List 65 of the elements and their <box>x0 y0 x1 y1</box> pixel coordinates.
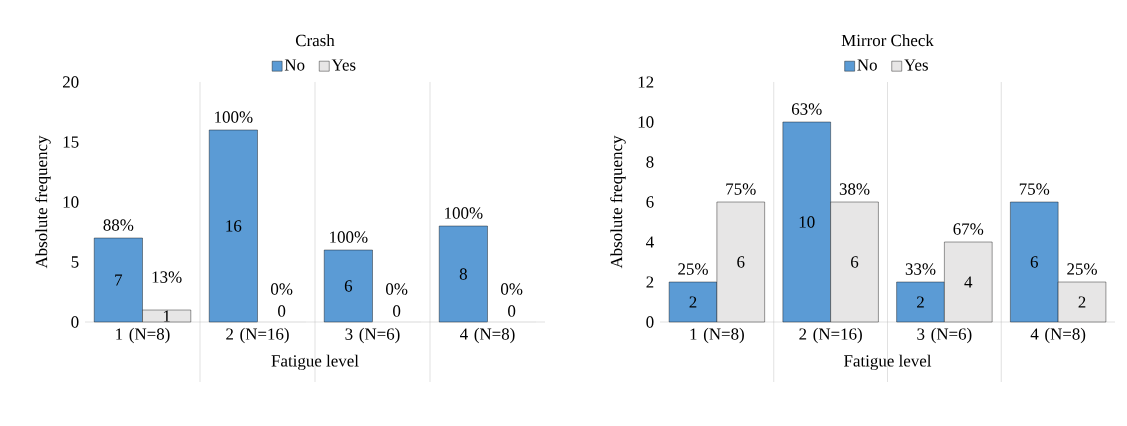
legend-label: No <box>857 59 877 71</box>
annotation: 67% <box>953 223 984 235</box>
data-label: 0 <box>278 305 286 317</box>
y-tick-label: 4 <box>646 236 654 248</box>
y-tick-label: 5 <box>71 256 79 268</box>
y-tick-label: 0 <box>646 316 654 328</box>
bar <box>324 249 373 323</box>
y-tick-label: 2 <box>646 276 654 288</box>
chart-title: Crash <box>295 34 335 47</box>
x-tick-label: 4 (N=8) <box>1030 327 1086 344</box>
annotation: 100% <box>445 207 483 219</box>
y-tick-label: 6 <box>646 196 654 208</box>
x-tick-label: 3 (N=6) <box>917 327 972 344</box>
annotation: 13% <box>152 271 182 283</box>
x-tick-label: 1 (N=8) <box>116 327 170 344</box>
x-axis-title: Fatigue level <box>844 354 932 371</box>
data-label: 16 <box>226 220 242 232</box>
annotation: 63% <box>791 103 822 115</box>
y-axis-title: Absolute frequency <box>610 135 626 269</box>
data-label: 6 <box>851 256 859 268</box>
y-tick-label: 12 <box>638 76 654 88</box>
data-label: 2 <box>917 296 924 308</box>
x-axis-title: Fatigue level <box>271 354 359 371</box>
annotation: 33% <box>905 263 936 275</box>
annotation: 88% <box>103 219 134 231</box>
annotation: 0% <box>501 283 523 295</box>
legend-label: Yes <box>904 59 928 71</box>
annotation: 75% <box>726 183 756 195</box>
x-tick-label: 2 (N=16) <box>226 327 289 344</box>
data-label: 1 <box>163 310 170 322</box>
data-label: 6 <box>344 280 353 292</box>
data-label: 2 <box>1078 296 1086 308</box>
data-label: 10 <box>799 216 815 228</box>
annotation: 38% <box>839 183 870 195</box>
y-tick-label: 20 <box>62 76 79 88</box>
y-tick-label: 15 <box>63 136 79 148</box>
data-label: 6 <box>737 256 745 268</box>
chart-title: Mirror Check <box>841 34 934 47</box>
data-label: 2 <box>689 296 697 308</box>
x-tick-label: 1 (N=8) <box>690 327 744 344</box>
x-tick-label: 3 (N=6) <box>345 327 400 344</box>
data-label: 8 <box>459 268 467 280</box>
bar <box>209 129 258 323</box>
y-tick-label: 10 <box>63 196 79 208</box>
annotation: 100% <box>215 111 253 123</box>
legend-label: Yes <box>331 59 356 71</box>
legend-label: No <box>284 59 305 71</box>
y-tick-label: 8 <box>646 156 654 168</box>
annotation: 0% <box>271 283 293 295</box>
y-tick-label: 0 <box>71 316 79 328</box>
annotation: 0% <box>386 283 408 295</box>
data-label: 6 <box>1030 256 1038 268</box>
x-tick-label: 2 (N=16) <box>799 327 862 344</box>
annotation: 100% <box>330 231 368 243</box>
annotation: 75% <box>1019 183 1050 195</box>
annotation: 25% <box>678 263 708 275</box>
annotation: 25% <box>1067 263 1097 275</box>
bar <box>439 225 488 323</box>
data-label: 0 <box>508 305 516 317</box>
data-label: 0 <box>393 305 401 317</box>
y-axis-title: Absolute frequency <box>35 135 51 269</box>
x-tick-label: 4 (N=8) <box>460 327 515 344</box>
data-label: 7 <box>115 274 123 286</box>
y-tick-label: 10 <box>638 116 654 128</box>
data-label: 4 <box>964 276 973 288</box>
